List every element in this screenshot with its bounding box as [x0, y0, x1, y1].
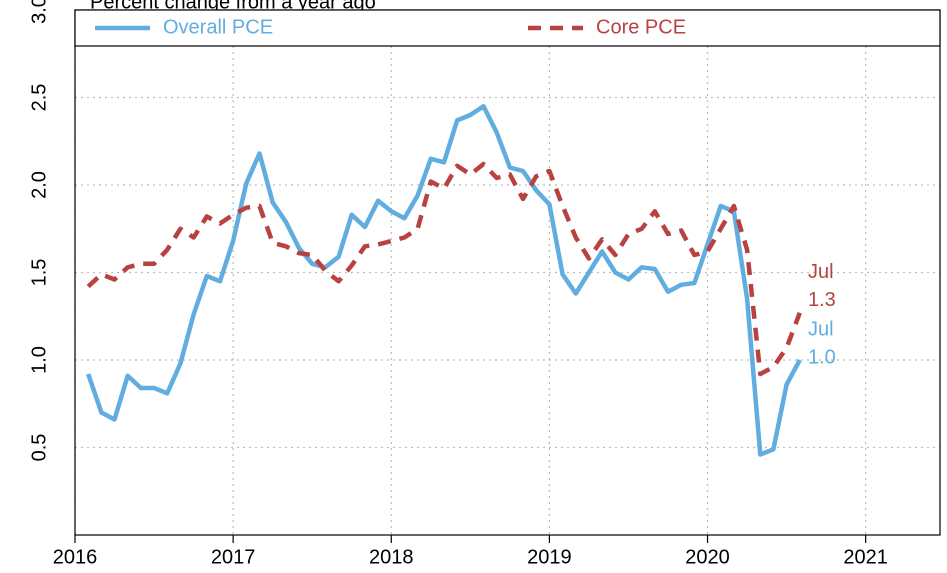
- x-tick-label: 2020: [685, 546, 730, 568]
- end-label-period: Jul: [808, 318, 834, 340]
- y-tick-label: 1.5: [28, 259, 50, 287]
- end-label-value: 1.0: [808, 346, 836, 368]
- x-tick-label: 2019: [527, 546, 572, 568]
- end-label-value: 1.3: [808, 289, 836, 311]
- y-tick-label: 3.0: [28, 0, 50, 24]
- y-tick-label: 0.5: [28, 434, 50, 462]
- legend-label: Overall PCE: [163, 16, 273, 38]
- legend-box: [74, 9, 941, 47]
- y-tick-label: 1.0: [28, 346, 50, 374]
- x-tick-label: 2016: [53, 546, 98, 568]
- series-line: [86, 103, 802, 457]
- y-tick-label: 2.5: [28, 84, 50, 112]
- y-tick-label: 2.0: [28, 171, 50, 199]
- end-label-period: Jul: [808, 261, 834, 283]
- x-tick-label: 2021: [843, 546, 888, 568]
- x-tick-label: 2017: [211, 546, 256, 568]
- x-tick-label: 2018: [369, 546, 414, 568]
- legend-label: Core PCE: [596, 16, 686, 38]
- series-line: [86, 161, 802, 377]
